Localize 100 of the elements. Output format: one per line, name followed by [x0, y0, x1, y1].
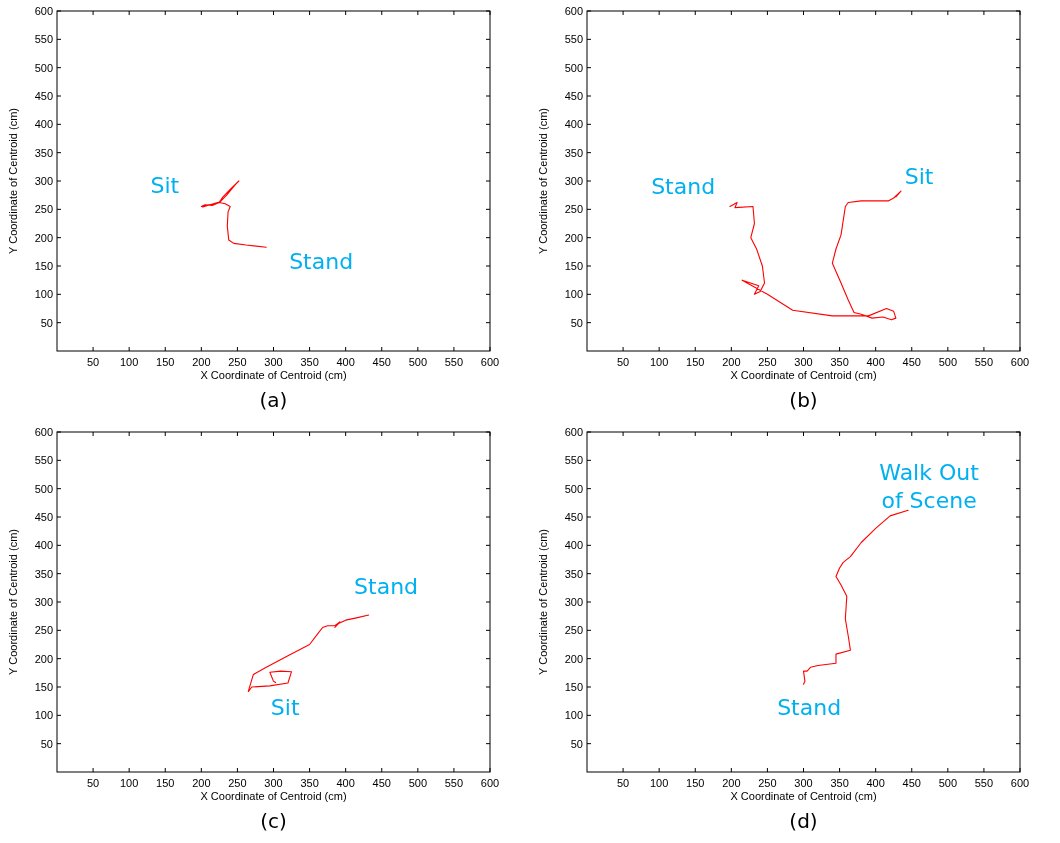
- x-tick-label: 300: [794, 777, 813, 789]
- y-tick-label: 400: [34, 118, 53, 131]
- x-tick-label: 350: [830, 356, 849, 368]
- line-series: [802, 509, 909, 685]
- x-tick-label: 250: [758, 356, 777, 368]
- text: (a): [259, 388, 288, 412]
- x-tick-label: 450: [902, 356, 921, 368]
- x-tick-label: 500: [408, 777, 428, 789]
- x-tick-label: 400: [866, 777, 885, 789]
- x-tick-label: 300: [264, 777, 283, 789]
- x-tick-label: 450: [372, 356, 391, 368]
- y-tick-label: 200: [34, 231, 53, 244]
- y-axis-title: Y Coordinate of Centroid (cm): [7, 108, 19, 254]
- x-tick-label: 50: [86, 777, 100, 789]
- y-tick-label: 50: [570, 737, 583, 750]
- x-tick-label: 100: [649, 777, 669, 789]
- y-tick-label: 450: [34, 90, 53, 102]
- x-tick-label: 150: [156, 356, 175, 368]
- x-tick-label: 100: [119, 777, 139, 789]
- x-axis-title: X Coordinate of Centroid (cm): [730, 790, 877, 802]
- y-tick-label: 450: [564, 90, 583, 102]
- y-tick-label: 500: [34, 61, 53, 74]
- x-tick-label: 500: [938, 356, 958, 368]
- x-tick-label: 400: [336, 777, 355, 789]
- x-tick-label: 600: [1010, 356, 1030, 368]
- x-tick-label: 300: [794, 356, 813, 368]
- y-tick-label: 400: [564, 539, 583, 552]
- y-axis-title: Y Coordinate of Centroid (cm): [537, 108, 549, 254]
- annotation: Sit: [270, 695, 300, 721]
- y-axis-title: Y Coordinate of Centroid (cm): [7, 529, 19, 675]
- x-tick-label: 50: [616, 356, 630, 368]
- y-tick-label: 100: [34, 288, 53, 301]
- x-tick-label: 250: [758, 777, 777, 789]
- y-tick-label: 300: [564, 175, 583, 187]
- x-tick-label: 350: [300, 356, 319, 368]
- y-tick-label: 150: [34, 260, 53, 272]
- x-tick-label: 400: [336, 356, 355, 368]
- y-axis-title: Y Coordinate of Centroid (cm): [537, 529, 549, 675]
- line-series: [247, 614, 370, 693]
- y-tick-label: 150: [34, 681, 53, 693]
- x-tick-label: 600: [480, 356, 500, 368]
- x-tick-label: 300: [264, 356, 283, 368]
- y-tick-label: 350: [564, 146, 583, 159]
- y-tick-label: 100: [564, 709, 583, 722]
- x-tick-label: 100: [119, 356, 139, 368]
- y-tick-label: 350: [34, 146, 53, 159]
- y-tick-label: 500: [34, 482, 53, 495]
- y-tick-label: 250: [34, 203, 53, 216]
- annotation: Stand: [651, 174, 716, 200]
- x-tick-label: 450: [372, 777, 391, 789]
- text: (b): [789, 388, 818, 412]
- x-tick-label: 200: [722, 777, 741, 789]
- y-tick-label: 550: [34, 33, 53, 46]
- x-tick-label: 400: [866, 356, 885, 368]
- y-tick-label: 200: [564, 231, 583, 244]
- y-tick-label: 150: [564, 681, 583, 693]
- y-tick-label: 250: [564, 624, 583, 637]
- x-tick-label: 500: [938, 777, 958, 789]
- y-tick-label: 200: [564, 652, 583, 665]
- x-tick-label: 100: [649, 356, 669, 368]
- line-series: [729, 190, 902, 321]
- y-tick-label: 550: [564, 454, 583, 467]
- y-tick-label: 500: [564, 61, 583, 74]
- y-tick-label: 600: [34, 426, 53, 438]
- annotation: Stand: [289, 248, 354, 274]
- x-tick-label: 150: [686, 356, 705, 368]
- x-tick-label: 200: [192, 777, 211, 789]
- x-tick-label: 600: [1010, 777, 1030, 789]
- x-tick-label: 550: [444, 777, 464, 789]
- x-axis-title: X Coordinate of Centroid (cm): [200, 790, 347, 802]
- x-tick-label: 50: [86, 356, 100, 368]
- y-tick-label: 250: [34, 624, 53, 637]
- y-tick-label: 400: [564, 118, 583, 131]
- x-tick-label: 200: [192, 356, 211, 368]
- x-tick-label: 250: [228, 356, 247, 368]
- x-tick-label: 350: [300, 777, 319, 789]
- y-tick-label: 550: [564, 33, 583, 46]
- y-tick-label: 450: [34, 511, 53, 523]
- x-axis-title: X Coordinate of Centroid (cm): [730, 369, 877, 381]
- x-tick-label: 500: [408, 356, 428, 368]
- x-tick-label: 550: [974, 777, 994, 789]
- x-tick-label: 50: [616, 777, 630, 789]
- y-tick-label: 50: [40, 737, 53, 750]
- y-tick-label: 300: [564, 596, 583, 608]
- x-tick-label: 250: [228, 777, 247, 789]
- x-tick-label: 550: [444, 356, 464, 368]
- annotation: Stand: [777, 695, 842, 721]
- x-tick-label: 200: [722, 356, 741, 368]
- x-axis-title: X Coordinate of Centroid (cm): [200, 369, 347, 381]
- y-tick-label: 600: [34, 5, 53, 17]
- y-tick-label: 300: [34, 175, 53, 187]
- annotation: Sit: [904, 163, 934, 189]
- y-tick-label: 50: [40, 316, 53, 329]
- x-tick-label: 600: [480, 777, 500, 789]
- x-tick-label: 550: [974, 356, 994, 368]
- x-tick-label: 350: [830, 777, 849, 789]
- y-tick-label: 400: [34, 539, 53, 552]
- y-tick-label: 350: [34, 567, 53, 580]
- x-tick-label: 150: [686, 777, 705, 789]
- x-tick-label: 150: [156, 777, 175, 789]
